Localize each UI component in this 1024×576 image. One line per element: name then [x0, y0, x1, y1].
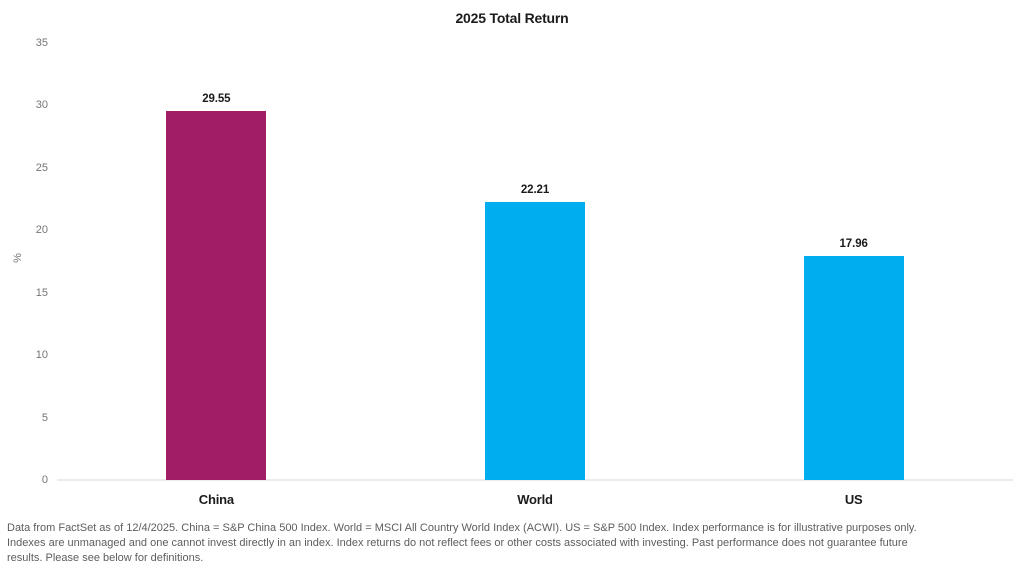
x-axis-category-label: China: [198, 492, 234, 507]
y-axis-tick-label: 5: [41, 411, 48, 424]
bar-us: [803, 255, 904, 480]
y-axis-tick-label: 10: [35, 349, 48, 361]
footnote-line: Data from FactSet as of 12/4/2025. China…: [7, 522, 917, 534]
y-axis-tick-label: 0: [41, 474, 48, 486]
footnote: Data from FactSet as of 12/4/2025. China…: [7, 521, 1007, 566]
footnote-line: results. Please see below for definition…: [7, 552, 204, 564]
y-axis-tick-label: 35: [35, 36, 48, 49]
bar-china: [166, 110, 267, 480]
y-axis-tick-label: 15: [35, 286, 48, 299]
y-axis-tick-label: 20: [35, 224, 48, 236]
x-axis-category-label: World: [517, 492, 553, 507]
footnote-line: Indexes are unmanaged and one cannot inv…: [7, 537, 908, 549]
x-axis-line: [57, 479, 1013, 481]
chart-title: 2025 Total Return: [455, 10, 569, 26]
bar-value-label: 22.21: [520, 184, 550, 197]
y-axis-tick-label: 30: [35, 99, 48, 111]
bar-value-label: 17.96: [839, 237, 868, 250]
x-axis-category-label: US: [844, 492, 863, 507]
bar-value-label: 29.55: [202, 92, 231, 105]
bar-world: [485, 202, 585, 480]
y-axis-tick-label: 25: [35, 161, 48, 174]
